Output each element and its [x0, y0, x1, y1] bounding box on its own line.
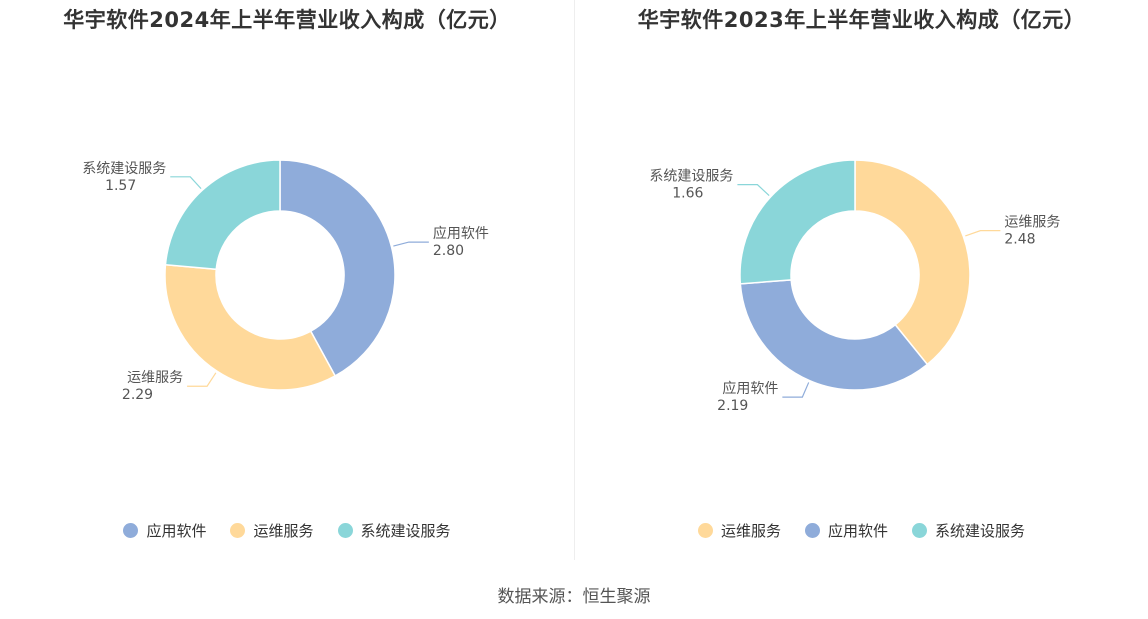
legend-item[interactable]: 系统建设服务	[912, 520, 1025, 541]
legend-label: 运维服务	[720, 522, 781, 540]
legend-label: 运维服务	[253, 522, 314, 540]
legend-item[interactable]: 运维服务	[697, 520, 781, 541]
donut-slice[interactable]	[164, 263, 337, 391]
slice-value-label: 1.57	[105, 178, 136, 194]
legend-dot-icon	[912, 523, 927, 538]
chart-title-2023: 华宇软件2023年上半年营业收入构成（亿元）	[637, 8, 1086, 32]
chart-title-2024: 华宇软件2024年上半年营业收入构成（亿元）	[63, 8, 511, 32]
legend-dot-icon	[230, 523, 246, 538]
donut-slice[interactable]	[279, 159, 396, 377]
slice-name-label: 应用软件	[433, 225, 489, 242]
slice-leader-line	[187, 372, 217, 387]
legend-dot-icon	[337, 523, 353, 538]
legend-label: 应用软件	[827, 522, 888, 540]
legend-dot-icon	[804, 523, 820, 538]
slice-value-label: 2.19	[717, 398, 748, 414]
slice-name-label: 运维服务	[1004, 215, 1060, 231]
legend-item[interactable]: 系统建设服务	[337, 520, 451, 541]
legend-item[interactable]: 应用软件	[123, 520, 206, 541]
donut-slice[interactable]	[739, 279, 929, 391]
legend-item[interactable]: 应用软件	[804, 520, 888, 541]
slice-value-label: 2.48	[1004, 232, 1035, 248]
legend-item[interactable]: 运维服务	[230, 520, 314, 541]
slice-value-label: 2.80	[433, 243, 464, 259]
legend-label: 应用软件	[146, 522, 207, 540]
legend-label: 系统建设服务	[935, 522, 1026, 540]
slice-leader-line	[782, 382, 810, 398]
chart-panel-2023: 华宇软件2023年上半年营业收入构成（亿元） 运维服务 2.48 应用软件 2.19 系…	[574, 0, 1148, 560]
donut-slice[interactable]	[739, 159, 856, 285]
chart-panel-2024: 华宇软件2024年上半年营业收入构成（亿元） 应用软件 2.80 运维服务 2.29 系…	[0, 0, 574, 560]
slice-leader-line	[737, 184, 770, 196]
data-source: 数据来源：恒生聚源	[497, 587, 651, 607]
donut-slice[interactable]	[164, 159, 281, 271]
legend-dot-icon	[123, 523, 139, 538]
legend-2023: 运维服务 应用软件 系统建设服务	[575, 520, 1148, 541]
slice-value-label: 2.29	[122, 387, 153, 403]
slice-name-label: 系统建设服务	[82, 161, 166, 177]
legend-2024: 应用软件 运维服务 系统建设服务	[0, 520, 574, 541]
legend-label: 系统建设服务	[360, 522, 451, 540]
slice-name-label: 应用软件	[722, 380, 778, 397]
slice-leader-line	[393, 241, 429, 247]
slice-name-label: 系统建设服务	[649, 169, 733, 185]
donut-slice[interactable]	[854, 159, 971, 366]
legend-dot-icon	[697, 523, 713, 538]
slice-leader-line	[170, 176, 202, 190]
slice-leader-line	[965, 230, 1001, 237]
slice-value-label: 1.66	[672, 186, 703, 202]
slice-name-label: 运维服务	[127, 370, 183, 386]
